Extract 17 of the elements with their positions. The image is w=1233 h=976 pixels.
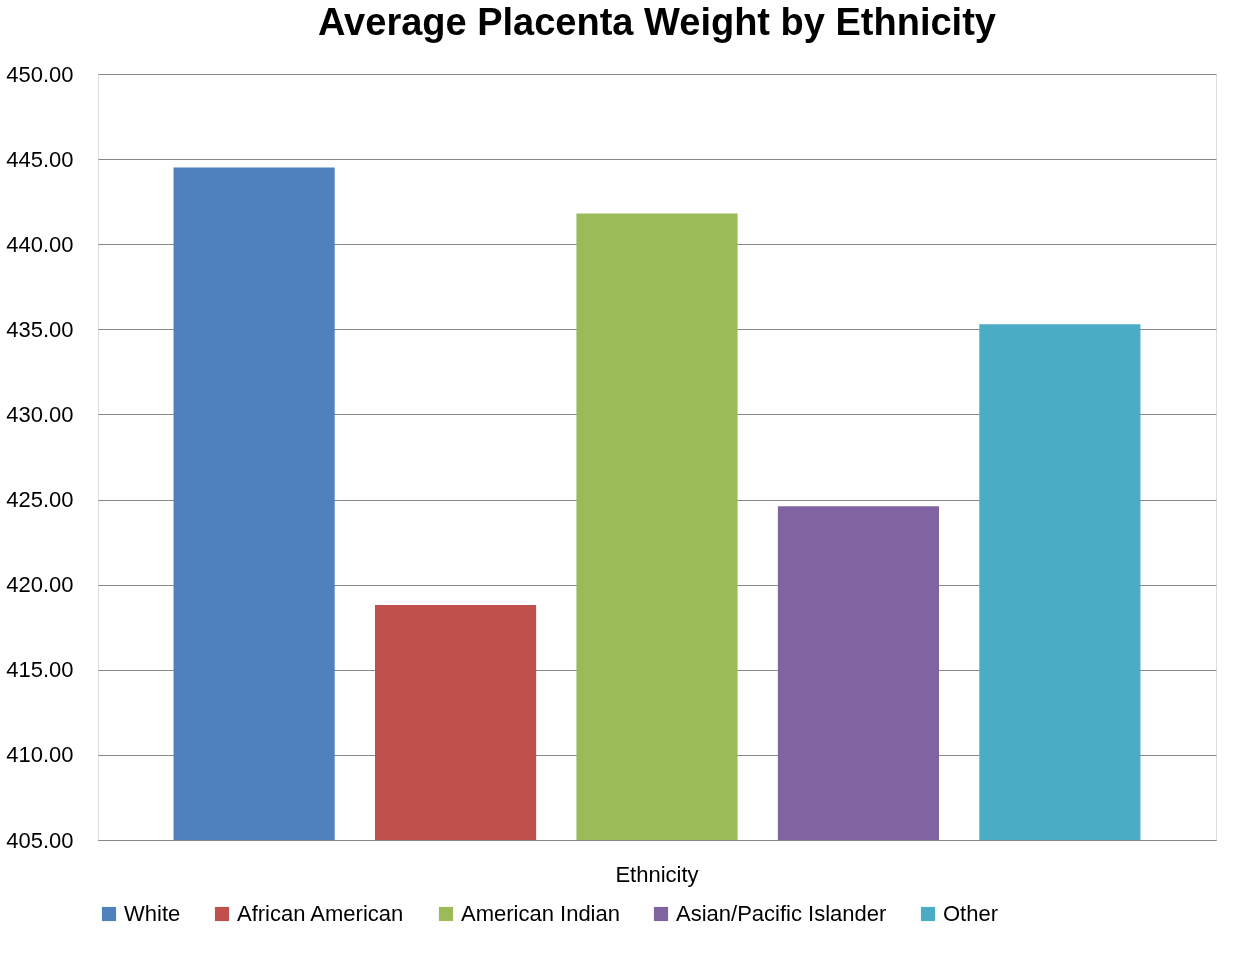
y-tick-label: 405.00: [6, 827, 74, 853]
legend-label: White: [124, 901, 181, 926]
legend-label: American Indian: [461, 901, 620, 926]
legend-label: Other: [943, 901, 999, 926]
y-tick-label: 450.00: [6, 61, 74, 87]
y-tick-label: 420.00: [6, 572, 74, 598]
y-tick-label: 445.00: [6, 146, 74, 172]
y-tick-label: 415.00: [6, 657, 74, 683]
y-tick-label: 440.00: [6, 231, 74, 257]
legend-label: Asian/Pacific Islander: [676, 901, 887, 926]
chart-title: Average Placenta Weight by Ethnicity: [318, 1, 996, 43]
y-tick-label: 435.00: [6, 316, 74, 342]
legend-label: African American: [237, 901, 404, 926]
y-tick-label: 425.00: [6, 487, 74, 513]
y-tick-label: 430.00: [6, 401, 74, 427]
y-tick-label: 410.00: [6, 742, 74, 768]
x-tick-label: Ethnicity: [615, 861, 699, 887]
